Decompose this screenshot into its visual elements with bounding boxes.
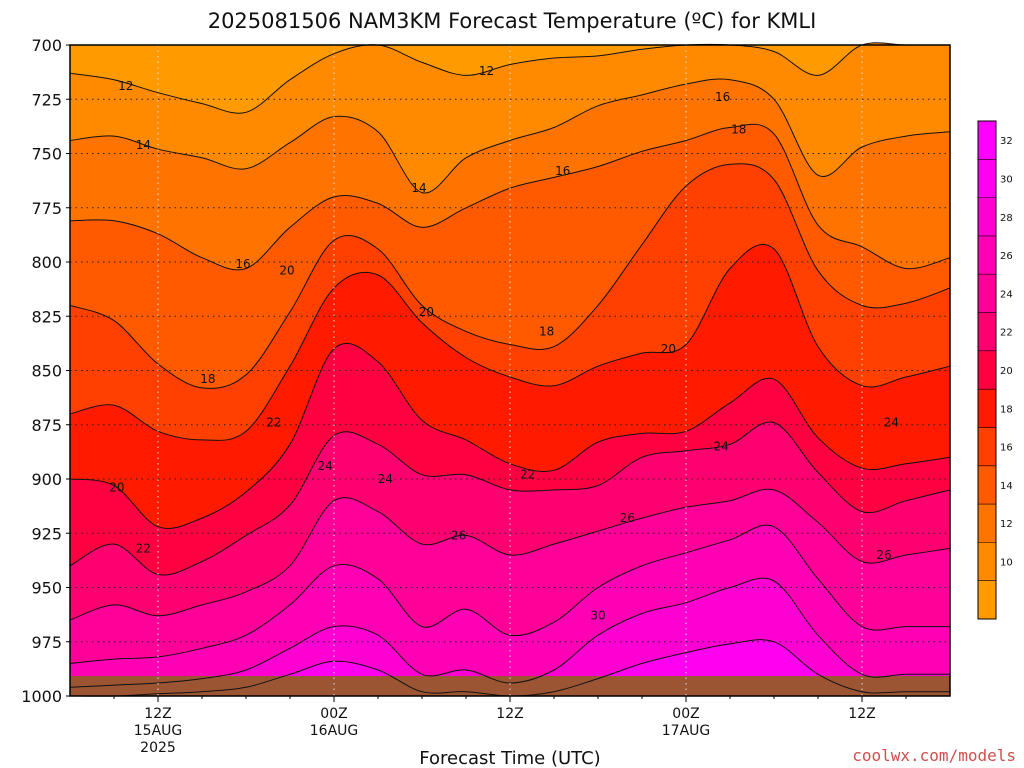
- isotherm-14: [69, 78, 951, 194]
- y-tick-label: 700: [31, 36, 62, 55]
- colorbar-frame: [977, 120, 997, 620]
- colorbar-label: 16: [1000, 443, 1013, 454]
- isotherm-24: [69, 421, 951, 576]
- x-tick-label: 00Z: [320, 706, 347, 722]
- colorbar-label: 20: [1000, 366, 1013, 377]
- colorbar-label: 24: [1000, 289, 1013, 300]
- credit-link[interactable]: coolwx.com/models: [852, 746, 1016, 765]
- y-tick-label: 800: [31, 253, 62, 272]
- contour-label: 14: [411, 181, 426, 195]
- colorbar-label: 14: [1000, 481, 1013, 492]
- contour-label: 18: [539, 324, 554, 338]
- y-tick-label: 1000: [21, 687, 62, 706]
- x-axis-label: Forecast Time (UTC): [419, 748, 600, 768]
- isotherm-26: [69, 488, 951, 621]
- colorbar-label: 26: [1000, 251, 1013, 262]
- contour-label: 20: [279, 264, 294, 278]
- contour-label: 24: [378, 472, 393, 486]
- contour-labels: 12 12 14 14 16 16 16 18 18 18 20 20 20 20 22 22 22 24 24 24…: [109, 64, 899, 623]
- colorbar-swatch: [978, 350, 996, 390]
- x-tick-label: 17AUG: [662, 723, 711, 739]
- contour-label: 16: [235, 257, 250, 271]
- colorbar-swatch: [978, 159, 996, 199]
- contour-label: 18: [731, 123, 746, 137]
- x-tick-label: 2025: [140, 740, 176, 756]
- contour-label: 26: [451, 528, 466, 542]
- isotherm-20: [69, 243, 951, 441]
- x-tick-label: 12Z: [144, 706, 171, 722]
- x-tick-label: 15AUG: [134, 723, 183, 739]
- contour-label: 14: [136, 138, 151, 152]
- contour-label: 30: [590, 609, 605, 623]
- colorbar-swatch: [978, 542, 996, 582]
- isotherm-22: [69, 342, 951, 529]
- colorbar-swatch: [978, 427, 996, 467]
- plot-area: [70, 42, 950, 697]
- colorbar-swatch: [978, 235, 996, 275]
- isotherm-16: [69, 123, 951, 271]
- y-tick-label: 775: [31, 199, 62, 218]
- colorbar-swatch: [978, 121, 996, 160]
- x-tick-label: 12Z: [496, 706, 523, 722]
- contour-label: 16: [715, 90, 730, 104]
- contour-label: 24: [884, 416, 899, 430]
- isotherm-28: [69, 524, 950, 664]
- contour-label: 26: [876, 548, 891, 562]
- contour-label: 20: [661, 342, 676, 356]
- gridlines: [70, 45, 950, 696]
- contour-label: 20: [419, 305, 434, 319]
- contour-label: 22: [266, 416, 281, 430]
- contour-label: 24: [318, 459, 333, 473]
- axes: 700 725 750 775 800 825 850 875 900 925 950 975 1000…: [21, 36, 951, 756]
- colorbar-label: 28: [1000, 213, 1013, 224]
- y-tick-label: 950: [31, 579, 62, 598]
- contour-label: 12: [118, 79, 133, 93]
- contour-label: 16: [555, 164, 570, 178]
- y-tick-label: 725: [31, 90, 62, 109]
- colorbar-swatch: [978, 197, 996, 237]
- colorbar-swatch: [978, 580, 996, 620]
- y-tick-label: 900: [31, 470, 62, 489]
- y-tick-label: 825: [31, 307, 62, 326]
- colorbar-label: 12: [1000, 519, 1013, 530]
- contour-label: 26: [620, 511, 635, 525]
- colorbar-label: 22: [1000, 328, 1013, 339]
- y-tick-label: 875: [31, 416, 62, 435]
- colorbar-swatch: [978, 465, 996, 505]
- x-tick-label: 00Z: [672, 706, 699, 722]
- ground-surface: [70, 676, 950, 696]
- colorbar-swatch: [978, 504, 996, 543]
- isotherm-18: [69, 163, 951, 389]
- contour-label: 24: [714, 439, 729, 453]
- y-tick-label: 850: [31, 362, 62, 381]
- x-tick-label: 12Z: [848, 706, 875, 722]
- colorbar: 10 12 14 16 18 20 22 24 26 28 30 32: [977, 120, 1013, 620]
- contour-label: 20: [109, 481, 124, 495]
- x-tick-label: 16AUG: [310, 723, 359, 739]
- colorbar-label: 18: [1000, 404, 1013, 415]
- contour-label: 18: [200, 372, 215, 386]
- y-tick-label: 750: [31, 145, 62, 164]
- y-tick-label: 975: [31, 633, 62, 652]
- contour-label: 22: [136, 541, 151, 555]
- colorbar-label: 32: [1000, 136, 1013, 147]
- colorbar-label: 10: [1000, 558, 1013, 569]
- colorbar-swatch: [978, 312, 996, 352]
- colorbar-swatch: [978, 389, 996, 428]
- contour-label: 12: [479, 64, 494, 78]
- colorbar-swatch: [978, 274, 996, 314]
- colorbar-label: 30: [1000, 175, 1013, 186]
- chart-title: 2025081506 NAM3KM Forecast Temperature (…: [208, 9, 817, 33]
- contour-label: 22: [520, 468, 535, 482]
- isotherm-12: [69, 42, 950, 114]
- y-tick-label: 925: [31, 524, 62, 543]
